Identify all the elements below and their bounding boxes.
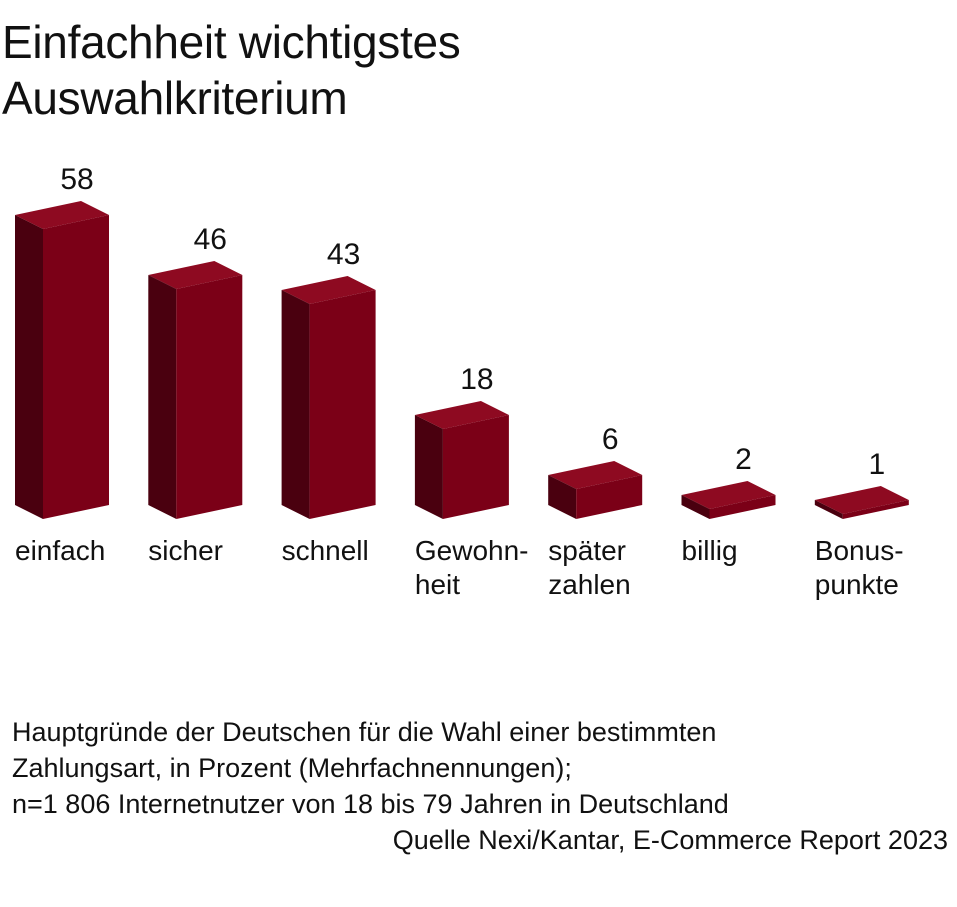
bar-side: [281, 290, 310, 519]
bar-side: [15, 215, 43, 519]
category-label: später zahlen: [548, 535, 631, 600]
category-label: billig: [682, 535, 738, 566]
bar-front: [842, 500, 909, 519]
value-label: 2: [735, 443, 752, 476]
bar-top: [281, 276, 376, 304]
category-label-line: billig: [682, 535, 738, 566]
chart-title-line-2: Auswahlkriterium: [2, 72, 348, 124]
category-label-line: schnell: [282, 535, 369, 566]
bar-front: [43, 215, 109, 519]
bar-side: [548, 475, 577, 519]
category-label: einfach: [15, 535, 105, 566]
bar-top: [814, 486, 909, 514]
bar-front: [709, 495, 776, 519]
chart-title-line-1: Einfachheit wichtigstes: [2, 16, 461, 68]
value-label: 46: [194, 223, 227, 256]
footer-note-line-1: Hauptgründe der Deutschen für die Wahl e…: [12, 717, 717, 747]
footer-source: Quelle Nexi/Kantar, E-Commerce Report 20…: [392, 825, 948, 855]
bar-chart: 58 einfach 46 sicher 43 schnell 18 Gewohn-heit 6…: [15, 163, 909, 600]
chart-title: Einfachheit wichtigstes Auswahlkriterium: [2, 14, 461, 126]
bar-top: [548, 461, 643, 489]
bar-side: [148, 275, 177, 519]
category-label-line: Bonus-: [815, 535, 904, 566]
bar-front: [309, 290, 376, 519]
category-label-line: Gewohn-: [415, 535, 529, 566]
value-label: 43: [327, 238, 360, 271]
bar-front: [176, 275, 243, 519]
bar-top: [148, 261, 243, 289]
bar-front: [442, 415, 509, 519]
category-label-line: später: [548, 535, 626, 566]
bar-front: [576, 475, 643, 519]
value-label: 6: [602, 423, 619, 456]
bar-side: [414, 415, 443, 519]
bar-top: [15, 201, 109, 229]
value-label: 58: [60, 163, 93, 196]
category-label: schnell: [282, 535, 369, 566]
footer-note-line-2: Zahlungsart, in Prozent (Mehrfachnennung…: [12, 753, 572, 783]
value-label: 1: [868, 448, 885, 481]
footer-note-line-3: n=1 806 Internetnutzer von 18 bis 79 Jah…: [12, 789, 729, 819]
category-label: sicher: [148, 535, 223, 566]
category-label: Gewohn-heit: [415, 535, 529, 600]
category-label-line: sicher: [148, 535, 223, 566]
chart-footer: Hauptgründe der Deutschen für die Wahl e…: [12, 714, 948, 858]
category-label-line: einfach: [15, 535, 105, 566]
bar-side: [681, 495, 710, 519]
bar-top: [414, 401, 509, 429]
value-label: 18: [460, 363, 493, 396]
category-label: Bonus-punkte: [815, 535, 904, 600]
category-label-line: punkte: [815, 569, 899, 600]
category-label-line: heit: [415, 569, 460, 600]
category-label-line: zahlen: [548, 569, 631, 600]
bar-top: [681, 481, 776, 509]
bar-side: [814, 500, 843, 519]
